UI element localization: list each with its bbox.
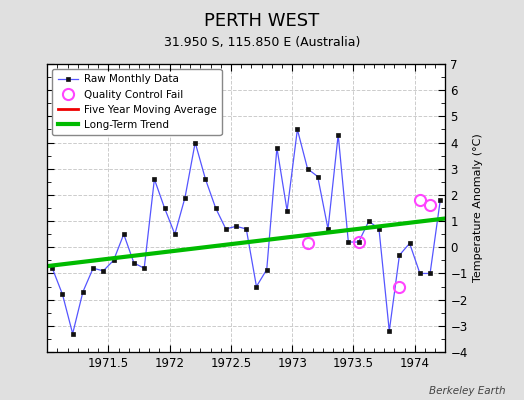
Quality Control Fail bbox=[427, 203, 433, 208]
Y-axis label: Temperature Anomaly (°C): Temperature Anomaly (°C) bbox=[473, 134, 483, 282]
Raw Monthly Data bbox=[223, 226, 229, 231]
Raw Monthly Data bbox=[100, 268, 106, 273]
Raw Monthly Data bbox=[437, 198, 443, 202]
Raw Monthly Data bbox=[427, 271, 433, 276]
Quality Control Fail bbox=[417, 198, 423, 202]
Raw Monthly Data bbox=[294, 127, 301, 132]
Raw Monthly Data bbox=[151, 177, 158, 182]
Raw Monthly Data bbox=[284, 208, 290, 213]
Raw Monthly Data bbox=[90, 266, 96, 271]
Text: Berkeley Earth: Berkeley Earth bbox=[429, 386, 506, 396]
Raw Monthly Data bbox=[314, 174, 321, 179]
Raw Monthly Data bbox=[182, 195, 188, 200]
Text: PERTH WEST: PERTH WEST bbox=[204, 12, 320, 30]
Raw Monthly Data bbox=[49, 266, 56, 271]
Raw Monthly Data bbox=[121, 232, 127, 236]
Raw Monthly Data bbox=[366, 219, 372, 224]
Raw Monthly Data bbox=[376, 226, 382, 231]
Raw Monthly Data bbox=[141, 266, 147, 271]
Raw Monthly Data bbox=[161, 206, 168, 210]
Raw Monthly Data bbox=[233, 224, 239, 229]
Raw Monthly Data bbox=[131, 260, 137, 265]
Raw Monthly Data bbox=[304, 166, 311, 171]
Raw Monthly Data bbox=[335, 132, 341, 137]
Quality Control Fail bbox=[304, 241, 311, 246]
Raw Monthly Data bbox=[243, 226, 249, 231]
Raw Monthly Data bbox=[396, 253, 402, 258]
Raw Monthly Data bbox=[213, 206, 219, 210]
Raw Monthly Data bbox=[202, 177, 209, 182]
Quality Control Fail bbox=[355, 240, 362, 244]
Legend: Raw Monthly Data, Quality Control Fail, Five Year Moving Average, Long-Term Tren: Raw Monthly Data, Quality Control Fail, … bbox=[52, 69, 222, 135]
Raw Monthly Data bbox=[274, 145, 280, 150]
Raw Monthly Data bbox=[345, 240, 352, 244]
Text: 31.950 S, 115.850 E (Australia): 31.950 S, 115.850 E (Australia) bbox=[164, 36, 360, 49]
Raw Monthly Data bbox=[253, 284, 259, 289]
Raw Monthly Data bbox=[407, 241, 413, 246]
Raw Monthly Data bbox=[192, 140, 198, 145]
Raw Monthly Data bbox=[59, 292, 66, 297]
Line: Raw Monthly Data: Raw Monthly Data bbox=[50, 127, 442, 336]
Raw Monthly Data bbox=[264, 267, 270, 272]
Raw Monthly Data bbox=[386, 329, 392, 334]
Raw Monthly Data bbox=[355, 240, 362, 244]
Raw Monthly Data bbox=[111, 258, 117, 263]
Raw Monthly Data bbox=[172, 232, 178, 236]
Raw Monthly Data bbox=[80, 289, 86, 294]
Raw Monthly Data bbox=[417, 271, 423, 276]
Raw Monthly Data bbox=[325, 226, 331, 231]
Line: Quality Control Fail: Quality Control Fail bbox=[302, 194, 435, 292]
Raw Monthly Data bbox=[70, 331, 76, 336]
Quality Control Fail bbox=[396, 284, 402, 289]
